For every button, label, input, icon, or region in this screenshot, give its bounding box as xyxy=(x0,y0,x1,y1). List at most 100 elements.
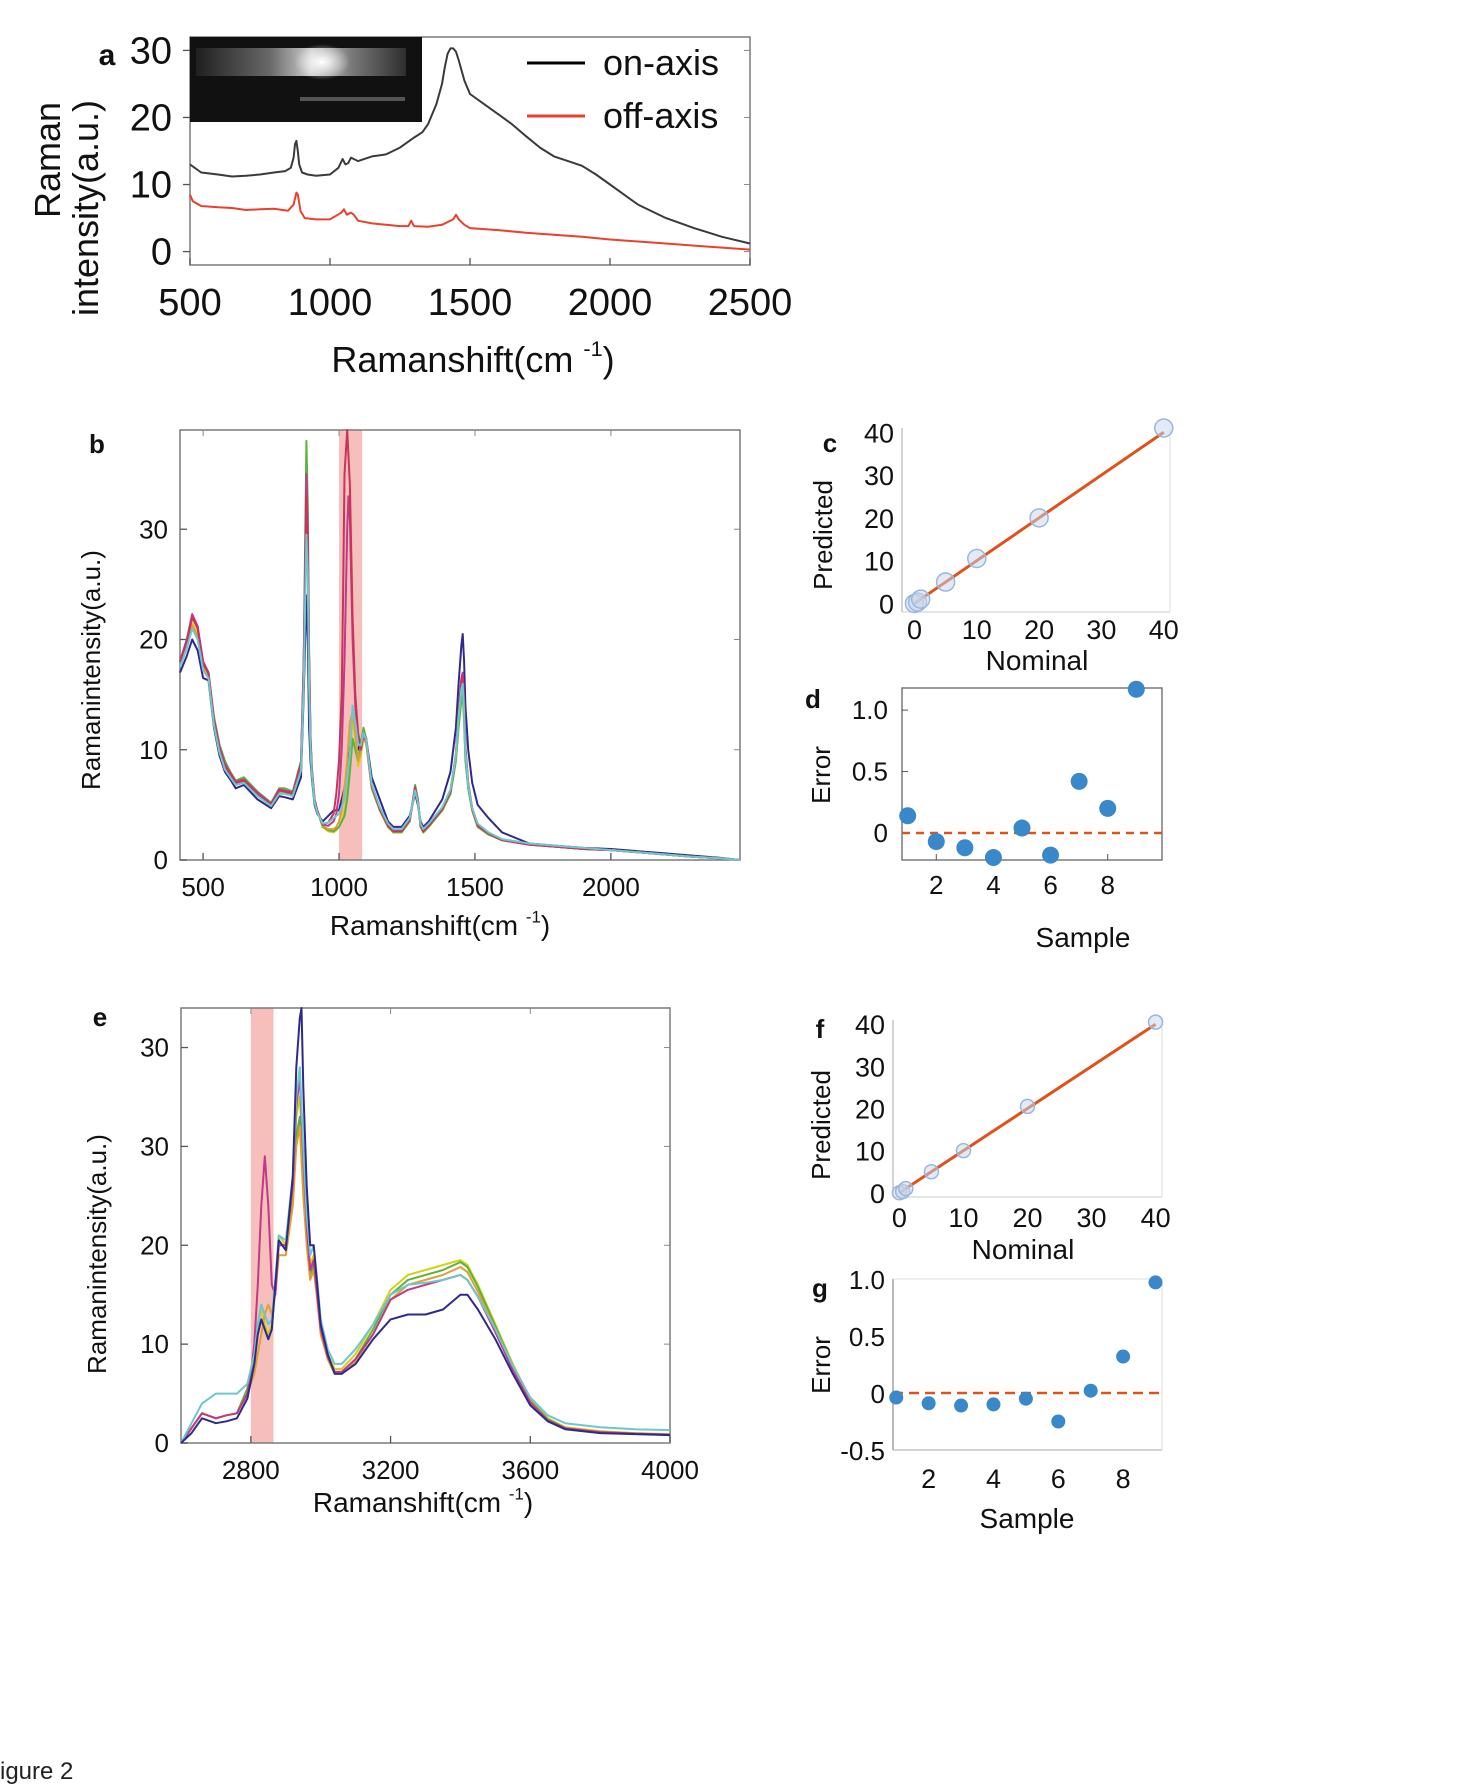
data-point xyxy=(889,1390,904,1405)
y-axis-label: Error xyxy=(806,746,836,804)
x-tick-label: 6 xyxy=(1051,1464,1066,1494)
series-line-off-axis xyxy=(189,191,751,251)
data-point xyxy=(1127,680,1145,698)
series-line-on-axis xyxy=(189,47,751,245)
data-point xyxy=(1147,1014,1164,1030)
data-point xyxy=(1013,819,1031,837)
x-tick-label: 0 xyxy=(907,615,922,645)
y-tick-label: -0.5 xyxy=(840,1436,885,1466)
y-tick-label: 10 xyxy=(139,735,168,765)
x-tick-label: 30 xyxy=(1077,1203,1107,1233)
inset-streak xyxy=(300,97,405,101)
y-tick-label: 30 xyxy=(140,1033,169,1063)
figure-caption-fragment: igure 2 xyxy=(0,1758,74,1785)
y-axis-label: Raman xyxy=(27,102,68,218)
x-axis-label: Ramanshift(cm -1) xyxy=(313,1484,533,1518)
x-tick-label: 1500 xyxy=(428,282,513,324)
data-point xyxy=(967,548,987,569)
y-tick-label: 30 xyxy=(864,461,894,491)
x-axis-label: Ramanshift(cm -1) xyxy=(331,336,614,380)
y-axis-label: Ramanintensity(a.u.) xyxy=(82,1134,112,1374)
y-tick-label: 0 xyxy=(870,1179,885,1209)
panel-label: a xyxy=(99,39,116,72)
panel-d: 2 4 6 8 0 0.5 1.0 d Error Sample xyxy=(805,680,1163,953)
x-tick-label: 500 xyxy=(181,872,224,902)
y-axis-label: Predicted xyxy=(808,480,838,590)
panel-g: 2 4 6 8 -0.5 0 0.5 1.0 g Error Sample xyxy=(806,1265,1163,1534)
data-point xyxy=(1148,1275,1163,1290)
x-tick-label: 2 xyxy=(921,1464,936,1494)
x-tick-label: 1000 xyxy=(310,872,368,902)
data-point xyxy=(1019,1098,1036,1115)
y-tick-label: 0 xyxy=(151,232,172,274)
x-tick-label: 40 xyxy=(1141,1203,1171,1233)
x-tick-label: 2 xyxy=(929,870,943,900)
panel-label: f xyxy=(816,1014,825,1044)
y-tick-label: 20 xyxy=(855,1095,885,1125)
x-tick-label: 4 xyxy=(986,870,1000,900)
x-tick-label: 2000 xyxy=(568,282,653,324)
data-point xyxy=(921,1396,936,1411)
data-point xyxy=(1051,1414,1066,1429)
series-line-6 xyxy=(179,533,741,861)
data-point xyxy=(1042,846,1060,864)
y-tick-label: 20 xyxy=(140,1230,169,1260)
y-tick-label: 10 xyxy=(864,547,894,577)
y-tick-label: 0.5 xyxy=(849,1322,885,1352)
y-tick-label: 0 xyxy=(154,845,168,875)
y-axis-label: Predicted xyxy=(806,1070,836,1180)
data-point xyxy=(984,849,1002,867)
x-tick-label: 2500 xyxy=(708,282,793,324)
panel-label: d xyxy=(805,684,821,714)
y-tick-label: 0 xyxy=(874,818,888,848)
y-tick-label: 30 xyxy=(130,30,172,72)
panel-label: b xyxy=(89,429,105,459)
plot-frame xyxy=(180,1007,671,1444)
x-tick-label: 20 xyxy=(1012,1203,1042,1233)
x-tick-label: 1500 xyxy=(446,872,504,902)
y-tick-label: 10 xyxy=(130,165,172,207)
data-point xyxy=(935,572,956,592)
x-axis-label: Nominal xyxy=(986,645,1089,676)
plot-frame xyxy=(179,429,741,861)
panel-label: e xyxy=(93,1002,107,1032)
x-tick-label: 8 xyxy=(1100,870,1114,900)
x-tick-label: 2000 xyxy=(582,872,640,902)
y-tick-label: 40 xyxy=(864,418,894,448)
panel-f: 0 10 20 30 40 0 10 20 30 40 f Predicted Nominal xyxy=(806,1010,1171,1265)
x-tick-label: 40 xyxy=(1149,615,1179,645)
data-point xyxy=(1116,1349,1131,1364)
panel-a: 500 1000 1500 2000 2500 0 10 20 30 on-axis off-axi… xyxy=(27,30,792,380)
y-tick-label: 0.5 xyxy=(852,757,888,787)
data-point xyxy=(956,839,974,857)
y-tick-label: 30 xyxy=(139,514,168,544)
plot-frame xyxy=(901,687,1163,861)
y-axis-label: Ramanintensity(a.u.) xyxy=(76,550,106,790)
y-tick-label: 30 xyxy=(855,1052,885,1082)
y-tick-label: 20 xyxy=(139,625,168,655)
data-point xyxy=(923,1163,940,1180)
x-tick-label: 6 xyxy=(1043,870,1057,900)
x-tick-label: 4000 xyxy=(641,1455,699,1485)
y-tick-label: 1.0 xyxy=(852,695,888,725)
x-tick-label: 30 xyxy=(1086,615,1116,645)
data-point xyxy=(899,807,917,825)
x-tick-label: 20 xyxy=(1024,615,1054,645)
series-line-5 xyxy=(180,1007,671,1444)
y-axis-label: intensity(a.u.) xyxy=(65,100,106,316)
x-axis-label: Sample xyxy=(1036,922,1131,953)
y-tick-label: 40 xyxy=(855,1010,885,1040)
x-axis-label: Sample xyxy=(980,1503,1075,1534)
x-tick-label: 0 xyxy=(892,1203,907,1233)
x-tick-label: 3600 xyxy=(501,1455,559,1485)
panel-c: 0 10 20 30 40 0 10 20 30 40 c Predicted Nominal xyxy=(808,418,1179,676)
y-tick-label: 0 xyxy=(871,1379,885,1409)
panel-b: 500 1000 1500 2000 0 10 20 30 b Ramanintensity(a.… xyxy=(76,429,741,941)
y-tick-label: 30 xyxy=(140,1132,169,1162)
x-tick-label: 2800 xyxy=(222,1455,280,1485)
panel-label: c xyxy=(823,428,837,458)
legend-label: on-axis xyxy=(603,42,719,83)
data-point xyxy=(954,1398,969,1413)
data-point xyxy=(986,1397,1001,1412)
